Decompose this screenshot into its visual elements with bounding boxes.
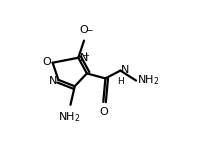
Text: N: N	[80, 53, 88, 63]
Text: O: O	[79, 25, 88, 35]
Text: O: O	[42, 57, 51, 67]
Text: NH$_2$: NH$_2$	[58, 110, 81, 124]
Text: N: N	[121, 65, 129, 75]
Text: +: +	[82, 51, 89, 60]
Text: O: O	[99, 107, 108, 117]
Text: −: −	[85, 25, 92, 34]
Text: N: N	[49, 76, 57, 86]
Text: NH$_2$: NH$_2$	[137, 73, 159, 87]
Text: H: H	[117, 77, 124, 86]
